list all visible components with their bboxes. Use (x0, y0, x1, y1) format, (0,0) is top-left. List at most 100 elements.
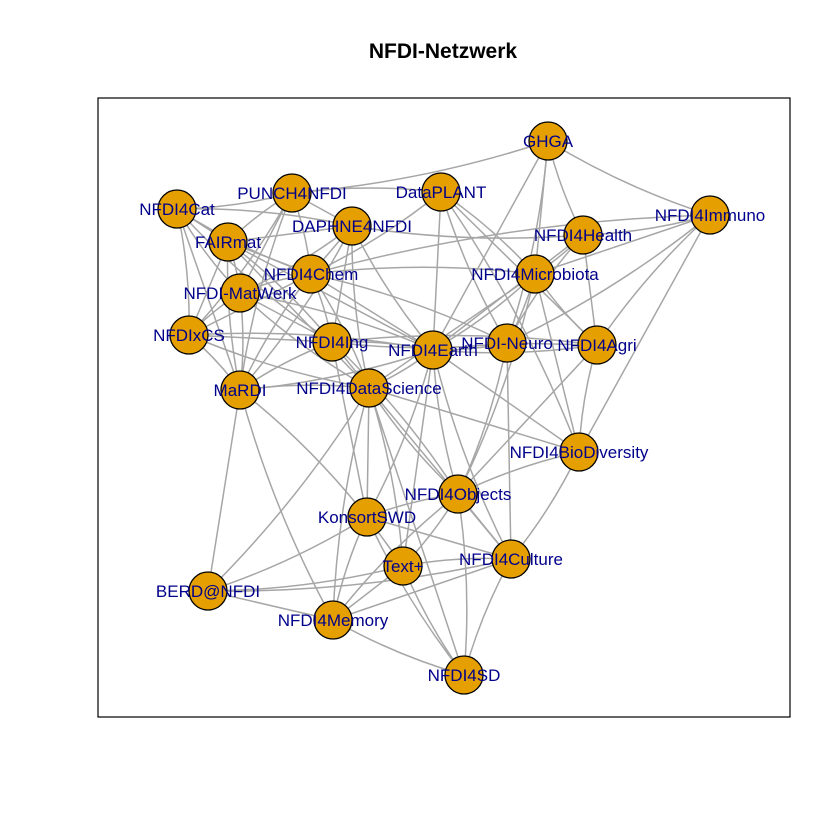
edge-nfdi4ing-konsortswd (331, 341, 368, 518)
node-nfdi4chem[interactable]: NFDI4Chem (264, 254, 358, 294)
edge-nfdi4immuno-nfdi4biodiversity (578, 214, 711, 453)
node-circle[interactable] (312, 322, 352, 362)
node-circle[interactable] (347, 497, 387, 537)
edge-nfdi4datascience-nfdi4memory (332, 387, 370, 621)
node-circle[interactable] (438, 474, 478, 514)
edge-nfdi4ing-nfdi4objects (331, 341, 459, 495)
node-nfdi4earth[interactable]: NFDI4Earth (388, 330, 478, 370)
node-label: NFDI4DataScience (296, 379, 442, 398)
node-circle[interactable] (169, 315, 209, 355)
node-label: NFDI4BioDiversity (510, 443, 649, 462)
node-nfdi4microbiota[interactable]: NFDI4Microbiota (471, 254, 599, 294)
node-label: PUNCH4NFDI (237, 184, 347, 203)
node-label: NFDI4Objects (405, 485, 512, 504)
node-nfdi4biodiversity[interactable]: NFDI4BioDiversity (510, 432, 649, 472)
node-nfdi4ing[interactable]: NFDI4Ing (296, 322, 369, 362)
node-label: NFDI4Cat (139, 200, 215, 219)
edge-nfdi4microbiota-nfdi4datascience (368, 273, 536, 389)
node-circle[interactable] (383, 546, 423, 586)
edge-konsortswd-berd-nfdi (207, 516, 368, 592)
edge-ghga-nfdi4immuno (547, 140, 711, 216)
node-circle[interactable] (272, 173, 312, 213)
node-nfdi4sd[interactable]: NFDI4SD (428, 655, 501, 695)
plot-frame (97, 97, 791, 718)
node-circle[interactable] (220, 273, 260, 313)
node-fairmat[interactable]: FAIRmat (195, 222, 261, 262)
node-circle[interactable] (559, 432, 599, 472)
edge-nfdi4culture-nfdi4memory (332, 558, 512, 621)
node-label: NFDI4Culture (459, 550, 563, 569)
node-label: MaRDI (214, 381, 267, 400)
node-daphne4nfdi[interactable]: DAPHNE4NFDI (292, 206, 412, 246)
node-label: Text+ (382, 557, 423, 576)
edge-nfdi-neuro-nfdi4chem (310, 273, 508, 344)
edge-nfdi4immuno-nfdi-neuro (506, 214, 711, 344)
node-nfdi4culture[interactable]: NFDI4Culture (459, 539, 563, 579)
edge-nfdi4immuno-nfdi4agri (596, 214, 711, 346)
edge-ghga-nfdi-neuro (506, 140, 549, 344)
node-nfdi4datascience[interactable]: NFDI4DataScience (296, 368, 442, 408)
node-circle[interactable] (577, 325, 617, 365)
node-label: KonsortSWD (318, 508, 416, 527)
node-nfdi4immuno[interactable]: NFDI4Immuno (655, 195, 766, 235)
node-circle[interactable] (487, 323, 527, 363)
node-nfdi4health[interactable]: NFDI4Health (534, 215, 632, 255)
node-circle[interactable] (491, 539, 531, 579)
edge-mardi-konsortswd (239, 389, 368, 518)
node-circle[interactable] (421, 172, 461, 212)
node-dataplant[interactable]: DataPLANT (396, 172, 487, 212)
node-circle[interactable] (332, 206, 372, 246)
node-circle[interactable] (563, 215, 603, 255)
node-circle[interactable] (208, 222, 248, 262)
node-nfdi4memory[interactable]: NFDI4Memory (278, 600, 389, 640)
node-label: BERD@NFDI (156, 582, 260, 601)
node-nfdi4objects[interactable]: NFDI4Objects (405, 474, 512, 514)
node-label: NFDI4SD (428, 666, 501, 685)
node-circle[interactable] (188, 571, 228, 611)
node-konsortswd[interactable]: KonsortSWD (318, 497, 416, 537)
node-circle[interactable] (444, 655, 484, 695)
node-nfdi4agri[interactable]: NFDI4Agri (557, 325, 637, 365)
node-mardi[interactable]: MaRDI (214, 370, 267, 410)
node-label: DataPLANT (396, 183, 487, 202)
node-circle[interactable] (349, 368, 389, 408)
node-label: NFDI-MatWerk (183, 284, 297, 303)
edge-nfdi4objects-nfdi4sd (457, 493, 468, 676)
node-circle[interactable] (528, 121, 568, 161)
node-label: NFDI4Memory (278, 611, 389, 630)
edge-daphne4nfdi-nfdi4cat (176, 208, 353, 227)
node-label: NFDI4Agri (557, 336, 636, 355)
node-circle[interactable] (220, 370, 260, 410)
edge-daphne4nfdi-mardi (239, 225, 353, 391)
edge-fairmat-nfdi4datascience (227, 241, 370, 389)
node-label: NFDI4Immuno (655, 206, 766, 225)
node-nfdi4cat[interactable]: NFDI4Cat (139, 189, 215, 229)
node-text[interactable]: Text+ (382, 546, 424, 586)
edge-konsortswd-nfdi4sd (366, 516, 465, 676)
edge-nfdi4microbiota-nfdi4biodiversity (534, 273, 580, 453)
node-circle[interactable] (690, 195, 730, 235)
node-label: GHGA (523, 132, 574, 151)
edge-dataplant-nfdi4biodiversity (440, 191, 580, 453)
node-layer: GHGA PUNCH4NFDI DataPLANT NFDI4Cat NFDI4Immu… (139, 121, 766, 695)
node-punch4nfdi[interactable]: PUNCH4NFDI (237, 173, 347, 213)
edge-ghga-nfdi4earth (432, 140, 549, 351)
node-circle[interactable] (157, 189, 197, 229)
edge-nfdi4cat-mardi (176, 208, 241, 391)
node-label: FAIRmat (195, 233, 261, 252)
node-berd-nfdi[interactable]: BERD@NFDI (156, 571, 260, 611)
node-nfdixcs[interactable]: NFDIxCS (153, 315, 225, 355)
node-circle[interactable] (313, 600, 353, 640)
edge-nfdi-neuro-nfdi4culture (506, 342, 512, 560)
node-label: NFDI4Ing (296, 333, 369, 352)
node-nfdi-neuro[interactable]: NFDI-Neuro (461, 323, 553, 363)
node-nfdi-matwerk[interactable]: NFDI-MatWerk (183, 273, 297, 313)
edge-nfdi4agri-nfdi4objects (457, 344, 598, 495)
node-ghga[interactable]: GHGA (523, 121, 574, 161)
edge-mardi-berd-nfdi (207, 389, 241, 592)
node-circle[interactable] (515, 254, 555, 294)
node-circle[interactable] (413, 330, 453, 370)
edge-nfdi4biodiversity-nfdi4datascience (368, 387, 580, 453)
node-circle[interactable] (291, 254, 331, 294)
